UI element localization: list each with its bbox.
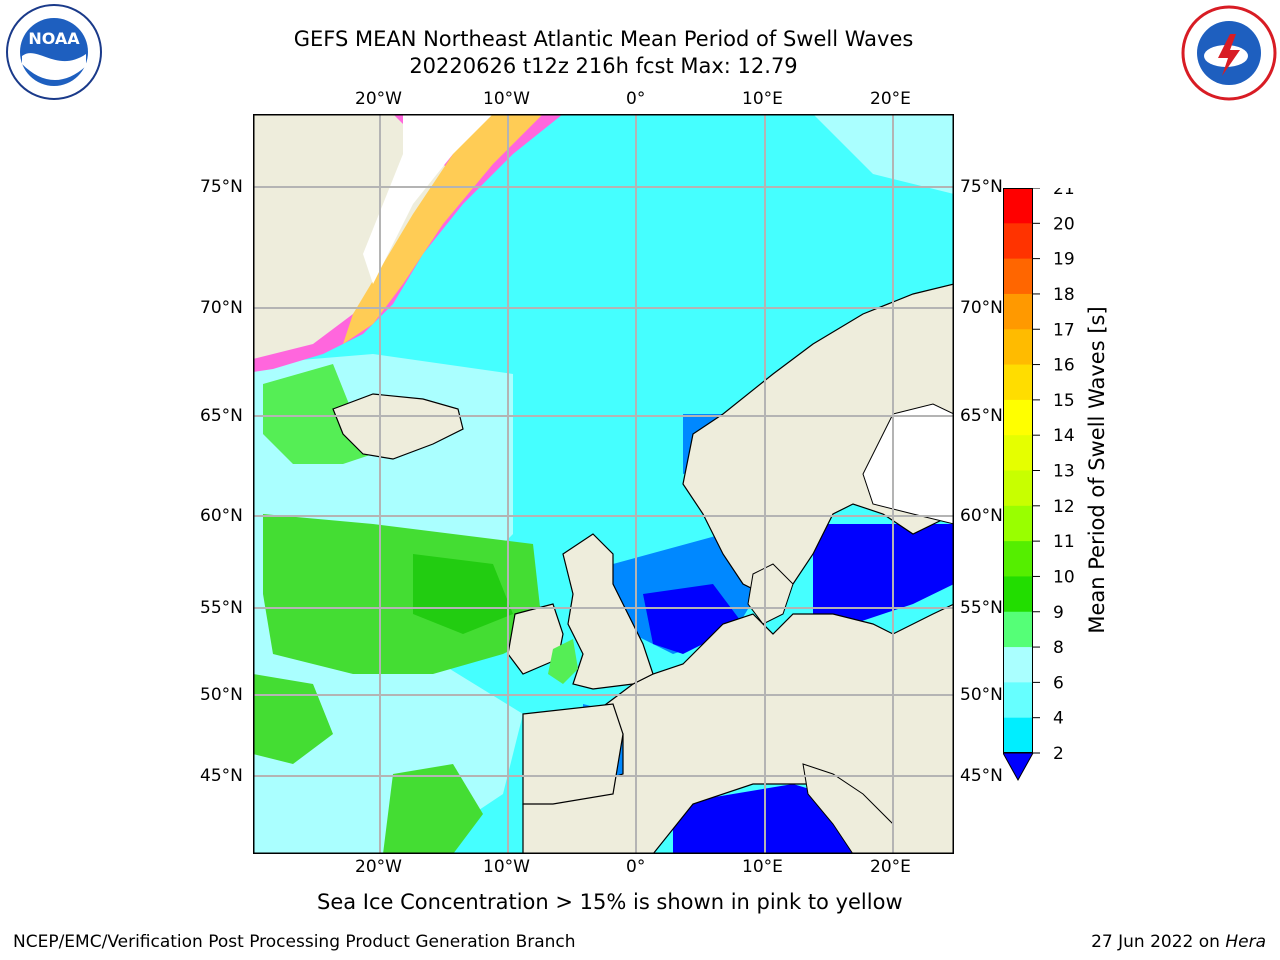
colorbar-tick-label: 16	[1053, 356, 1075, 376]
lat-label-left-75n: 75°N	[200, 177, 243, 197]
colorbar-extend-triangle	[1003, 752, 1034, 782]
colorbar-tick-label: 12	[1053, 497, 1075, 517]
lat-label-right-75n: 75°N	[960, 177, 1003, 197]
swell-zone-green-atlantic	[263, 514, 543, 674]
colorbar-tick-label: 15	[1053, 391, 1075, 411]
graticule	[253, 114, 954, 854]
nws-logo	[1181, 5, 1277, 101]
swell-zone-darkgreen	[413, 554, 513, 634]
colorbar-cell	[1003, 505, 1033, 542]
footer-credit: NCEP/EMC/Verification Post Processing Pr…	[13, 932, 576, 952]
colorbar-tick-label: 18	[1053, 285, 1075, 305]
lat-label-left-50n: 50°N	[200, 685, 243, 705]
sea-ice-inner	[343, 114, 543, 344]
lon-label-top-10w: 10°W	[483, 89, 530, 109]
colorbar-cell	[1003, 470, 1033, 507]
colorbar-cell	[1003, 541, 1033, 577]
colorbar-tick-label: 4	[1053, 709, 1064, 729]
chart-title: GEFS MEAN Northeast Atlantic Mean Period…	[253, 26, 954, 80]
sea-ice-core	[363, 114, 493, 284]
noaa-logo-text: NOAA	[28, 29, 80, 48]
land-iberia	[522, 703, 624, 805]
lat-label-right-50n: 50°N	[960, 685, 1003, 705]
colorbar-tick-label: 8	[1053, 638, 1064, 658]
land-iceland	[332, 393, 464, 460]
colorbar-tick-label: 11	[1053, 532, 1075, 552]
lat-label-left-70n: 70°N	[200, 298, 243, 318]
colorbar-tick-label: 20	[1053, 214, 1075, 234]
colorbar-tick-label: 13	[1053, 462, 1075, 482]
colorbar-tick-label: 21	[1053, 188, 1075, 199]
colorbar-tick-label: 9	[1053, 603, 1064, 623]
noaa-logo: NOAA	[6, 4, 102, 100]
colorbar-tick-label: 6	[1053, 673, 1064, 693]
colorbar-cell	[1003, 258, 1033, 295]
title-line-1: GEFS MEAN Northeast Atlantic Mean Period…	[293, 27, 914, 51]
lat-label-right-45n: 45°N	[960, 766, 1003, 786]
colorbar-tick-label: 10	[1053, 567, 1075, 587]
colorbar-cell	[1003, 682, 1033, 719]
colorbar-title: Mean Period of Swell Waves [s]	[1085, 306, 1109, 634]
colorbar-tick-label: 17	[1053, 320, 1075, 340]
lon-label-bottom-0: 0°	[626, 857, 646, 877]
lat-label-left-60n: 60°N	[200, 506, 243, 526]
footer-host: Hera	[1225, 932, 1266, 952]
footer-date: 27 Jun 2022 on	[1091, 932, 1226, 952]
map-border	[253, 114, 954, 854]
swell-zone-light-north	[813, 114, 954, 194]
colorbar-tick-label: 2	[1053, 744, 1064, 764]
lon-label-bottom-10e: 10°E	[742, 857, 783, 877]
swell-zone-green-iceland	[263, 364, 373, 464]
lat-label-left-65n: 65°N	[200, 406, 243, 426]
swell-zone-green-south	[253, 674, 333, 764]
lat-label-right-55n: 55°N	[960, 598, 1003, 618]
colorbar-cell	[1003, 364, 1033, 401]
colorbar-ticks: 21 20 19 18 17 16 15 14 13 12 11 10 9 8 6 4 2	[1033, 188, 1075, 764]
title-line-2: 20220626 t12z 216h fcst Max: 12.79	[409, 54, 798, 78]
lon-label-top-20e: 20°E	[870, 89, 911, 109]
colorbar-cell	[1003, 647, 1033, 683]
gulf-of-bothnia	[862, 403, 954, 525]
lat-label-left-45n: 45°N	[200, 766, 243, 786]
colorbar-tick-label: 19	[1053, 250, 1075, 270]
colorbar-cells	[1003, 188, 1033, 754]
sea-ice-caption-text: Sea Ice Concentration > 15% is shown in …	[317, 890, 903, 914]
land-italy	[802, 763, 894, 854]
footer-timestamp: 27 Jun 2022 on Hera	[1091, 932, 1266, 952]
lon-label-bottom-20w: 20°W	[355, 857, 402, 877]
colorbar-tick-label: 14	[1053, 426, 1075, 446]
lat-label-left-55n: 55°N	[200, 598, 243, 618]
lat-label-right-65n: 65°N	[960, 406, 1003, 426]
lon-label-top-20w: 20°W	[355, 89, 402, 109]
lon-label-bottom-20e: 20°E	[870, 857, 911, 877]
lon-label-top-10e: 10°E	[742, 89, 783, 109]
irish-sea-zone	[548, 639, 578, 684]
map-area	[253, 114, 954, 854]
colorbar-cell	[1003, 223, 1033, 260]
colorbar-cell	[1003, 188, 1033, 224]
land-great-britain	[562, 533, 654, 690]
colorbar-cell	[1003, 329, 1033, 366]
lon-label-bottom-10w: 10°W	[483, 857, 530, 877]
colorbar-cell	[1003, 576, 1033, 613]
colorbar-cell	[1003, 435, 1033, 471]
colorbar-cell	[1003, 293, 1033, 330]
colorbar-cell	[1003, 399, 1033, 436]
colorbar-cell	[1003, 611, 1033, 648]
colorbar-border	[1003, 188, 1033, 753]
lat-label-right-60n: 60°N	[960, 506, 1003, 526]
swell-zone-darkblue-baltic	[813, 524, 954, 624]
colorbar: 21 20 19 18 17 16 15 14 13 12 11 10 9 8 6 4 2	[1003, 188, 1075, 782]
lon-label-top-0: 0°	[626, 89, 646, 109]
lat-label-right-70n: 70°N	[960, 298, 1003, 318]
swell-zone-green-biscay	[383, 764, 483, 854]
colorbar-cell	[1003, 717, 1033, 754]
